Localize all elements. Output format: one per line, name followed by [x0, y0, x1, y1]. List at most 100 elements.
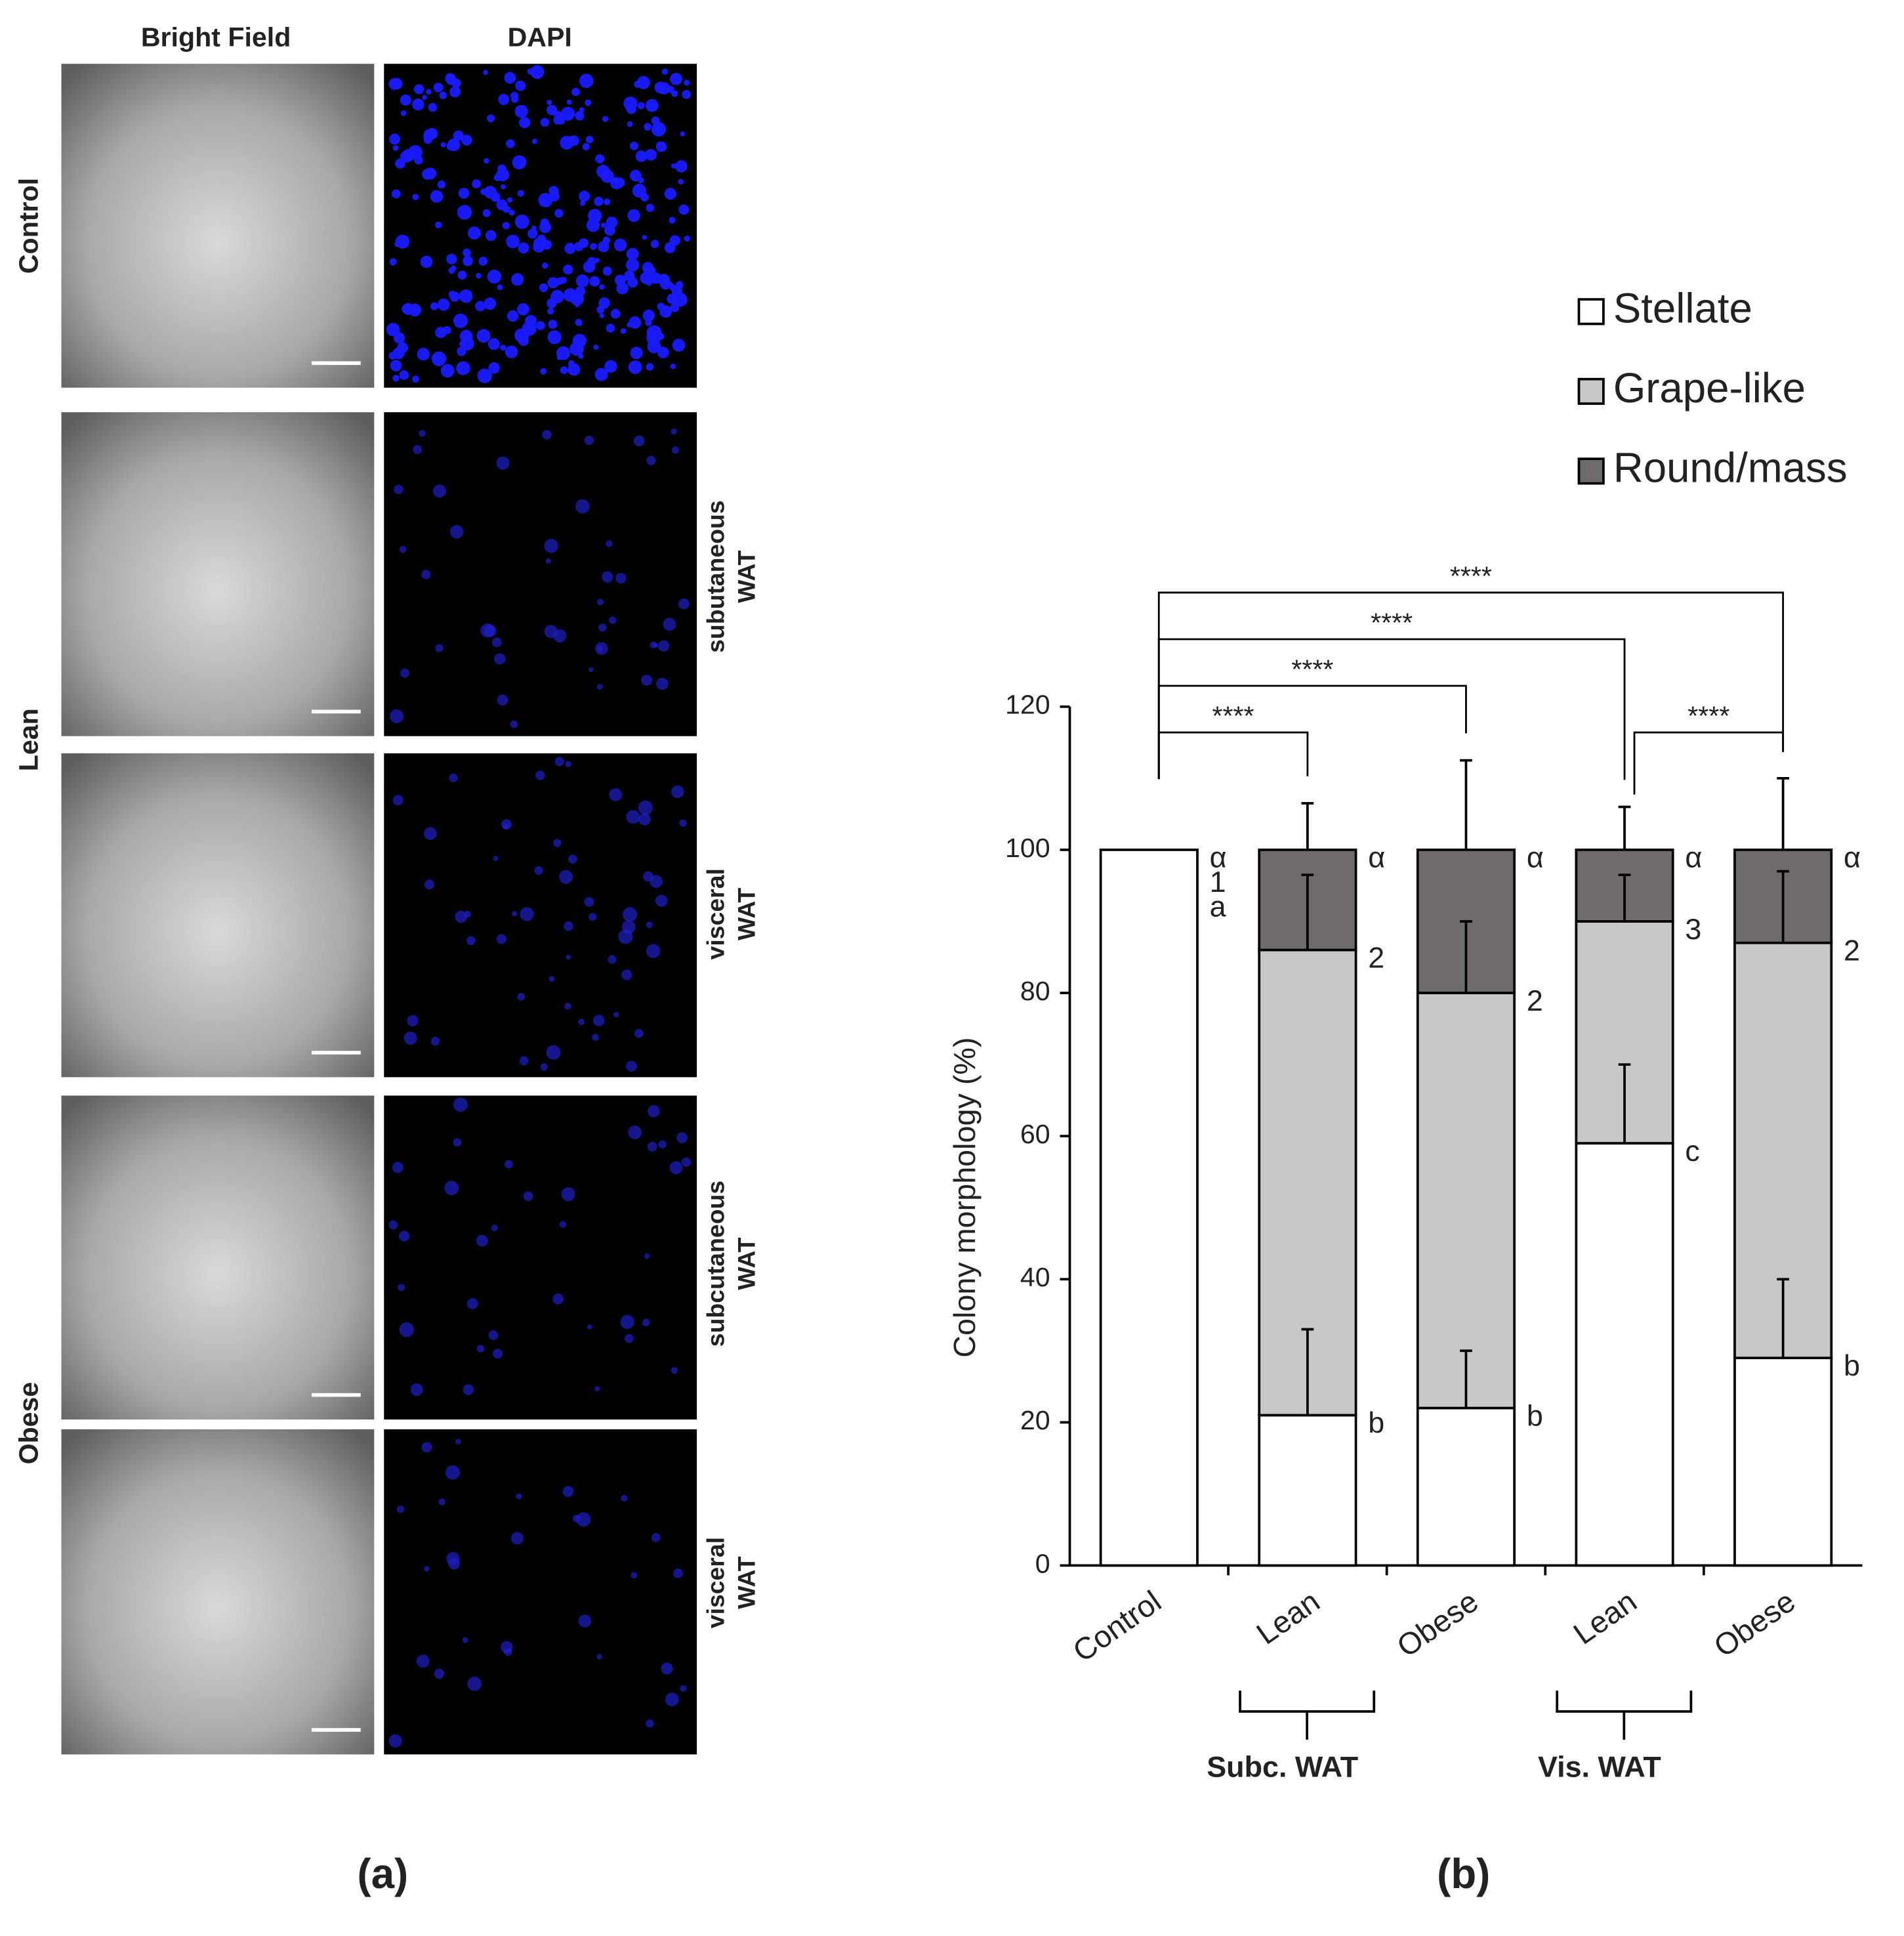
nucleus	[682, 1157, 692, 1167]
nucleus	[657, 640, 670, 652]
nucleus	[598, 623, 607, 632]
nucleus	[613, 238, 627, 252]
nucleus	[547, 100, 552, 105]
nucleus	[584, 435, 594, 445]
nucleus	[665, 1693, 679, 1706]
bar-segment	[1099, 849, 1199, 1567]
nucleus	[564, 243, 576, 255]
nucleus	[585, 135, 594, 144]
nucleus	[464, 910, 471, 918]
nucleus	[531, 138, 538, 144]
nucleus	[467, 1676, 482, 1691]
nucleus	[472, 179, 482, 189]
comparison-label: ****	[1291, 654, 1333, 684]
nucleus	[519, 1056, 529, 1066]
nucleus	[492, 1349, 503, 1359]
nucleus	[523, 1191, 533, 1201]
nucleus	[578, 1614, 592, 1628]
nucleus	[500, 345, 507, 351]
nucleus	[497, 694, 508, 706]
nucleus	[522, 321, 537, 336]
nucleus	[624, 1334, 634, 1343]
nucleus	[491, 637, 502, 648]
x-tick-label: Obese	[1391, 1584, 1485, 1664]
nucleus	[646, 455, 656, 465]
nucleus	[579, 190, 590, 202]
nucleus	[516, 1493, 522, 1500]
nucleus	[652, 122, 662, 133]
nucleus	[544, 539, 558, 553]
nucleus	[676, 1132, 688, 1144]
bright-field-image	[61, 753, 375, 1078]
nucleus	[646, 921, 653, 929]
nucleus	[439, 91, 447, 99]
nucleus	[424, 827, 437, 840]
nucleus	[656, 677, 669, 690]
nucleus	[540, 368, 547, 375]
nucleus	[640, 272, 652, 284]
nucleus	[623, 907, 638, 922]
error-bar	[1301, 873, 1314, 950]
nucleus	[423, 135, 432, 144]
nucleus	[400, 95, 411, 106]
nucleus	[482, 209, 491, 217]
significance-letter: α	[1368, 841, 1385, 874]
nucleus	[402, 149, 413, 159]
nucleus	[445, 1465, 460, 1480]
nucleus	[628, 1126, 642, 1139]
nucleus	[638, 800, 653, 815]
nucleus	[592, 1034, 599, 1042]
nucleus	[438, 1498, 445, 1505]
nucleus	[627, 209, 640, 222]
nucleus	[461, 135, 472, 146]
nucleus	[451, 78, 461, 88]
nucleus	[501, 819, 512, 830]
nucleus	[596, 683, 603, 690]
nucleus	[641, 675, 653, 686]
y-tick-label: 120	[1005, 690, 1050, 720]
nucleus	[498, 94, 510, 105]
nucleus	[651, 1532, 661, 1542]
nucleus	[650, 875, 663, 888]
nucleus	[497, 284, 503, 291]
group-label: Subc. WAT	[1207, 1750, 1358, 1784]
tissue-label: WAT	[732, 1556, 760, 1609]
nucleus	[518, 335, 529, 347]
tissue-label: visceral	[702, 1537, 730, 1628]
nucleus	[593, 345, 599, 350]
nucleus	[608, 616, 617, 624]
nucleus	[484, 297, 497, 310]
nucleus	[535, 770, 545, 780]
nucleus	[580, 200, 586, 206]
nucleus	[658, 1140, 667, 1148]
nucleus	[606, 324, 615, 333]
nucleus	[494, 653, 506, 665]
nucleus	[575, 499, 590, 514]
nucleus	[646, 266, 656, 275]
nucleus	[493, 855, 499, 861]
nucleus	[680, 1685, 687, 1692]
nucleus	[575, 318, 583, 326]
nucleus	[655, 894, 668, 907]
tissue-label: WAT	[732, 1237, 760, 1290]
nucleus	[430, 302, 438, 310]
nucleus	[594, 196, 604, 207]
nucleus	[527, 68, 533, 75]
nucleus	[545, 558, 551, 564]
nucleus	[629, 141, 638, 150]
bright-field-image	[61, 1429, 375, 1755]
nucleus	[642, 309, 655, 322]
nucleus	[564, 1003, 571, 1010]
nucleus	[642, 235, 648, 240]
comparison-label: ****	[1687, 700, 1729, 730]
nucleus	[457, 205, 472, 220]
nucleus	[587, 257, 596, 266]
nucleus	[487, 338, 500, 350]
group-label: Vis. WAT	[1538, 1750, 1661, 1784]
nucleus	[483, 70, 488, 75]
nucleus	[594, 1386, 600, 1391]
legend-swatch	[1577, 298, 1605, 326]
nucleus	[391, 77, 403, 90]
nucleus	[568, 135, 579, 146]
nucleus	[602, 116, 609, 122]
